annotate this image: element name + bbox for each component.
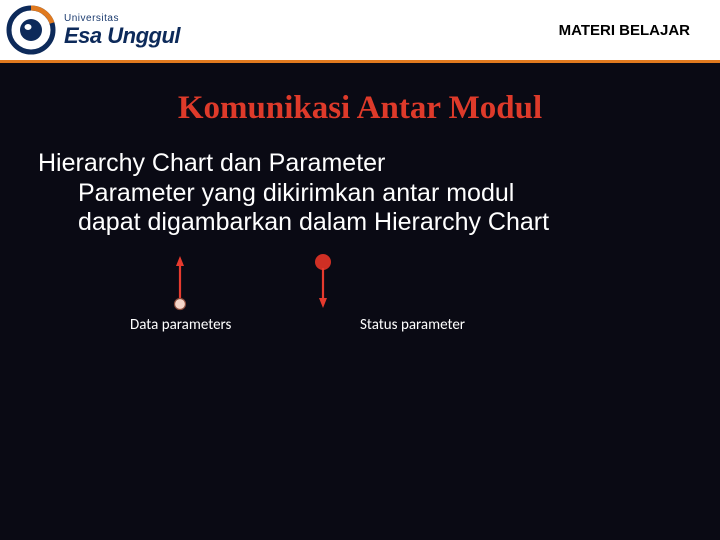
body-line-3: dapat digambarkan dalam Hierarchy Chart	[38, 208, 694, 238]
body-text: Hierarchy Chart dan Parameter Parameter …	[0, 127, 720, 238]
data-parameter-symbol	[170, 252, 190, 312]
status-arrow-icon	[310, 252, 336, 312]
data-arrow-icon	[170, 252, 190, 312]
slide-title: Komunikasi Antar Modul	[0, 90, 720, 127]
header-right-label: MATERI BELAJAR	[559, 22, 690, 39]
body-line-1: Hierarchy Chart dan Parameter	[38, 149, 694, 179]
logo-universitas-label: Universitas	[64, 14, 180, 24]
body-line-2: Parameter yang dikirimkan antar modul	[38, 179, 694, 209]
header-divider	[0, 60, 720, 63]
logo-block: Universitas Esa Unggul	[6, 5, 180, 55]
data-parameter-caption: Data parameters	[130, 316, 300, 334]
status-parameter-caption: Status parameter	[360, 316, 530, 334]
status-parameter-symbol	[310, 252, 336, 312]
logo-swirl-icon	[6, 5, 56, 55]
header-bar: Universitas Esa Unggul MATERI BELAJAR	[0, 0, 720, 60]
logo-text: Universitas Esa Unggul	[64, 14, 180, 47]
captions-row: Data parameters Status parameter	[0, 316, 720, 334]
symbols-row	[0, 252, 720, 312]
logo-main-label: Esa Unggul	[64, 25, 180, 47]
